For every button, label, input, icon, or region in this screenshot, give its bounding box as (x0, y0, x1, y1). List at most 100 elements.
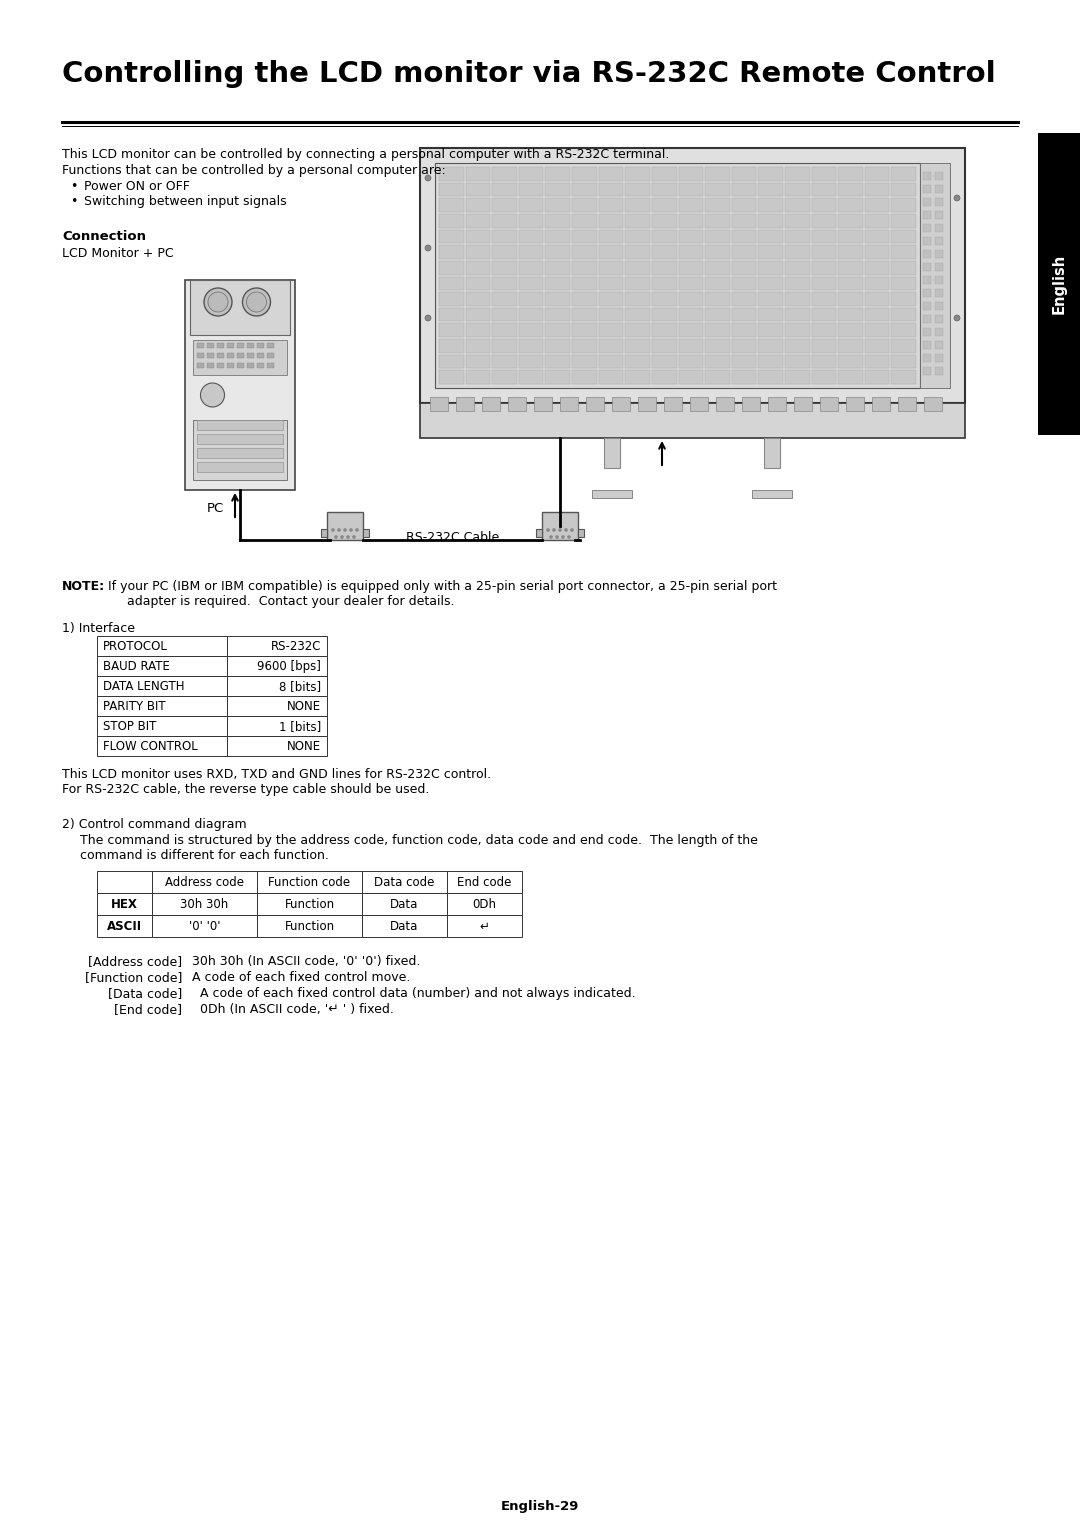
Circle shape (355, 528, 359, 531)
Bar (891, 324, 916, 337)
Bar (207, 344, 214, 348)
Bar (438, 229, 463, 243)
Text: PARITY BIT: PARITY BIT (103, 699, 165, 713)
Bar (732, 246, 756, 260)
Bar (923, 199, 931, 206)
Bar (891, 214, 916, 228)
Bar (891, 339, 916, 353)
Bar (465, 199, 490, 212)
Text: [Function code]: [Function code] (84, 971, 183, 983)
Bar (447, 870, 522, 893)
Bar (545, 246, 570, 260)
Bar (625, 261, 650, 275)
Bar (598, 214, 623, 228)
Bar (923, 328, 931, 336)
Bar (492, 166, 517, 180)
Bar (923, 276, 931, 284)
Bar (811, 324, 836, 337)
Bar (785, 229, 810, 243)
Bar (678, 214, 703, 228)
Text: DATA LENGTH: DATA LENGTH (103, 680, 185, 693)
Bar (838, 166, 863, 180)
Bar (572, 324, 596, 337)
Bar (891, 229, 916, 243)
Bar (492, 292, 517, 305)
Bar (572, 199, 596, 212)
Bar (625, 292, 650, 305)
Circle shape (954, 195, 960, 202)
Bar (227, 344, 234, 348)
Bar (508, 397, 526, 411)
Bar (652, 261, 676, 275)
Bar (492, 183, 517, 197)
Bar (518, 292, 543, 305)
Bar (865, 199, 890, 212)
Bar (1038, 133, 1080, 435)
Bar (705, 246, 730, 260)
Circle shape (204, 289, 232, 316)
Bar (435, 163, 920, 388)
Bar (193, 420, 287, 479)
Bar (678, 354, 703, 368)
Bar (572, 246, 596, 260)
Circle shape (349, 528, 353, 531)
Circle shape (567, 534, 571, 539)
Bar (732, 324, 756, 337)
Bar (705, 354, 730, 368)
Text: 1) Interface: 1) Interface (62, 621, 135, 635)
Bar (811, 183, 836, 197)
Bar (758, 214, 783, 228)
Bar (758, 354, 783, 368)
Bar (237, 363, 244, 368)
Bar (545, 354, 570, 368)
Bar (545, 371, 570, 383)
Bar (935, 263, 943, 270)
Text: Data: Data (390, 919, 419, 933)
Bar (598, 354, 623, 368)
Bar (838, 292, 863, 305)
Bar (227, 676, 327, 696)
Bar (652, 214, 676, 228)
Bar (935, 289, 943, 296)
Bar (732, 276, 756, 290)
Circle shape (552, 528, 556, 531)
Bar (545, 324, 570, 337)
Bar (758, 199, 783, 212)
Bar (758, 261, 783, 275)
Bar (545, 339, 570, 353)
Bar (438, 246, 463, 260)
Circle shape (558, 528, 562, 531)
Bar (923, 289, 931, 296)
Bar (227, 716, 327, 736)
Bar (518, 214, 543, 228)
Bar (811, 214, 836, 228)
Bar (625, 214, 650, 228)
Text: HEX: HEX (111, 898, 138, 912)
Bar (891, 199, 916, 212)
Bar (518, 308, 543, 321)
Bar (97, 893, 152, 915)
Bar (716, 397, 734, 411)
Bar (536, 528, 542, 538)
Bar (572, 261, 596, 275)
Bar (652, 246, 676, 260)
Bar (785, 261, 810, 275)
Bar (811, 339, 836, 353)
Bar (785, 214, 810, 228)
Bar (923, 173, 931, 180)
Text: 1 [bits]: 1 [bits] (279, 721, 321, 733)
Bar (465, 166, 490, 180)
Bar (572, 183, 596, 197)
Text: Functions that can be controlled by a personal computer are:: Functions that can be controlled by a pe… (62, 163, 446, 177)
Bar (190, 279, 291, 334)
Bar (572, 229, 596, 243)
Bar (811, 276, 836, 290)
Text: The command is structured by the address code, function code, data code and end : The command is structured by the address… (80, 834, 758, 847)
Bar (97, 676, 227, 696)
Bar (742, 397, 760, 411)
Bar (237, 344, 244, 348)
Bar (465, 292, 490, 305)
Bar (625, 199, 650, 212)
Bar (625, 324, 650, 337)
Bar (465, 246, 490, 260)
